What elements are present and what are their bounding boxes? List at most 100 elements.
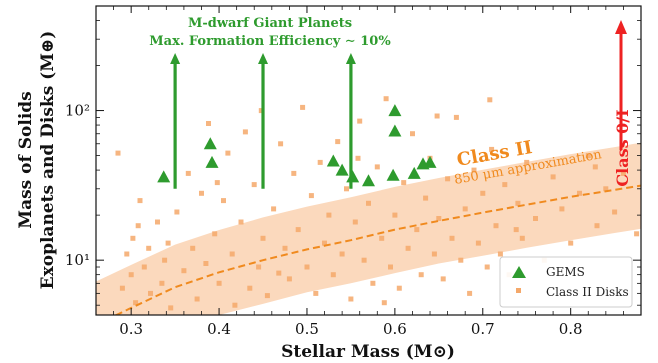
class2-disk-point-105 — [214, 180, 220, 186]
class2-disk-point-81 — [475, 240, 481, 246]
class2-disk-point-55 — [361, 257, 367, 263]
class2-disk-point-108 — [434, 113, 440, 119]
class2-disk-point-8 — [146, 245, 152, 251]
class2-disk-point-29 — [242, 129, 248, 135]
class2-disk-point-37 — [282, 245, 288, 251]
legend-gems-label: GEMS — [546, 265, 585, 279]
y-axis-title-line1: Mass of Solids — [16, 91, 36, 228]
class2-disk-point-26 — [229, 251, 235, 257]
class2-disk-point-35 — [271, 206, 277, 212]
class0-arrow — [615, 20, 627, 150]
class2-disk-point-22 — [212, 231, 218, 237]
class2-disk-point-71 — [431, 251, 437, 257]
gems-point-4 — [335, 163, 349, 176]
y-tick-label-0: 10¹ — [65, 251, 90, 269]
class2-disk-point-33 — [260, 235, 266, 241]
class2-disk-point-90 — [519, 235, 525, 241]
class2-disk-point-42 — [304, 264, 310, 270]
class2-disk-point-111 — [165, 240, 171, 246]
class2-disk-point-83 — [484, 264, 490, 270]
class2-disk-point-96 — [568, 240, 574, 246]
class2-disk-point-32 — [256, 264, 262, 270]
class2-disk-point-7 — [141, 264, 147, 270]
class2-approximation-line — [114, 184, 641, 315]
class2-disk-point-27 — [232, 302, 238, 308]
class2-disk-point-51 — [344, 186, 349, 192]
class2-disk-point-63 — [396, 285, 402, 291]
class2-disk-point-18 — [194, 296, 200, 302]
class2-disk-point-106 — [276, 270, 282, 276]
legend-disks-marker — [516, 288, 521, 293]
class2-disk-point-0 — [115, 150, 121, 156]
class2-disk-point-78 — [462, 206, 468, 212]
mdwarf-annotation-line1: M-dwarf Giant Planets — [188, 16, 352, 31]
class2-disk-point-68 — [418, 272, 424, 278]
class2-disk-point-58 — [374, 164, 380, 170]
class2-disk-point-69 — [423, 195, 429, 201]
legend-box — [499, 256, 633, 308]
class2-disk-point-25 — [225, 150, 231, 156]
class2-disk-point-30 — [247, 285, 253, 291]
class2-disk-point-20 — [203, 261, 209, 266]
class2-disk-point-49 — [335, 139, 341, 145]
class2-disk-point-2 — [124, 251, 130, 257]
class2-disk-point-3 — [128, 272, 134, 278]
gems-point-2 — [205, 155, 219, 168]
class2-disk-point-87 — [502, 182, 508, 188]
class2-disk-point-98 — [585, 153, 591, 159]
green-arrow-head-0 — [170, 53, 181, 64]
x-tick-label-0: 0.3 — [119, 320, 143, 338]
gems-point-3 — [326, 154, 340, 167]
class2-disk-point-34 — [264, 293, 270, 299]
class2-disk-point-53 — [352, 219, 358, 225]
class2-disk-point-40 — [295, 227, 301, 233]
class2-disk-point-44 — [313, 290, 319, 296]
class2-disk-point-82 — [480, 190, 486, 196]
class2-disk-point-54 — [357, 118, 363, 124]
class2-disk-point-11 — [159, 280, 165, 286]
class2-disk-point-107 — [355, 155, 361, 161]
class2-disk-point-92 — [533, 216, 538, 221]
y-axis-title-line2: Exoplanets and Disks (M⊕) — [38, 31, 58, 290]
gems-point-0 — [157, 170, 171, 183]
class2-disk-point-14 — [174, 209, 180, 215]
class2-disk-point-12 — [162, 257, 168, 263]
legend-disks-label: Class II Disks — [546, 285, 629, 299]
x-tick-label-1: 0.4 — [207, 320, 231, 338]
class2-disk-point-9 — [148, 290, 153, 296]
gems-point-10 — [407, 166, 421, 179]
class2-disk-point-48 — [330, 272, 336, 278]
class2-disk-point-73 — [440, 276, 446, 282]
class2-disk-point-66 — [410, 131, 415, 137]
class2-disk-point-46 — [322, 240, 327, 246]
class2-disk-point-104 — [135, 223, 141, 229]
class2-disk-point-39 — [291, 170, 297, 176]
mdwarf-annotation-line2: Max. Formation Efficiency ∼ 10% — [149, 34, 391, 49]
class2-disk-point-109 — [513, 227, 519, 233]
plot-frame — [95, 5, 642, 316]
gems-point-12 — [423, 155, 437, 168]
legend-gems-marker — [512, 266, 526, 278]
class2-disk-point-112 — [258, 108, 264, 114]
class2-disk-point-86 — [497, 251, 503, 257]
gems-point-9 — [388, 124, 402, 137]
class2-disk-point-99 — [594, 223, 600, 229]
class2-disk-point-21 — [206, 121, 211, 126]
class2-disk-point-57 — [370, 280, 376, 286]
class2-disk-point-65 — [405, 245, 411, 251]
gems-points — [157, 104, 437, 187]
plot-area — [96, 53, 641, 315]
legend: GEMS Class II Disks — [499, 256, 633, 308]
class2-disk-point-36 — [278, 141, 284, 147]
x-axis-title: Stellar Mass (M⊙) — [281, 342, 455, 362]
class2-disk-point-72 — [436, 216, 442, 221]
class2-disk-point-89 — [515, 200, 521, 206]
class2-disk-point-19 — [199, 190, 204, 196]
green-arrow-head-2 — [345, 53, 356, 64]
class2-disk-point-43 — [308, 193, 314, 199]
class2-disk-point-91 — [524, 159, 530, 165]
class2-disk-point-56 — [366, 200, 371, 206]
class2-disk-point-100 — [603, 186, 609, 192]
x-tick-label-3: 0.6 — [383, 320, 407, 338]
